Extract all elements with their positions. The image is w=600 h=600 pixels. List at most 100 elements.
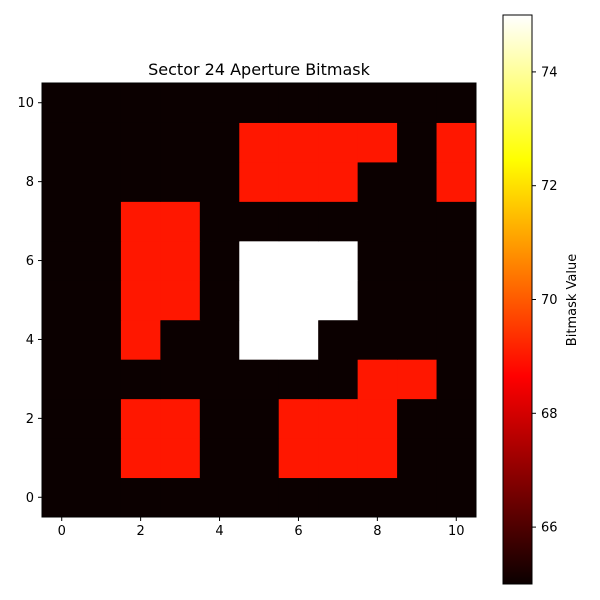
heatmap-cell (318, 240, 359, 281)
colorbar: Bitmask Value 66 68 70 72 74 (502, 14, 580, 585)
heatmap-cell (318, 398, 359, 439)
heatmap-cell (120, 83, 161, 123)
heatmap-cell (318, 438, 359, 479)
axes: 0 2 4 6 8 10 0 2 4 6 8 10 (17, 82, 477, 539)
heatmap-cell (436, 161, 477, 202)
heatmap-cell (42, 319, 82, 360)
heatmap-cell (42, 359, 82, 400)
heatmap-cell (397, 201, 438, 242)
heatmap-cell (239, 280, 280, 321)
heatmap-cell (81, 240, 122, 281)
heatmap-cell (278, 319, 319, 360)
heatmap-cell (278, 359, 319, 400)
heatmap-cell (199, 280, 240, 321)
x-tick-label: 0 (58, 524, 66, 539)
heatmap-cell (357, 201, 398, 242)
heatmap-cell (239, 161, 280, 202)
heatmap-cell (160, 319, 201, 360)
heatmap-cell (278, 280, 319, 321)
heatmap-cell (42, 201, 82, 242)
heatmap-cell (120, 359, 161, 400)
heatmap-cell (357, 359, 398, 400)
y-tick-label: 8 (26, 175, 34, 190)
heatmap-cell (397, 240, 438, 281)
heatmap-cell (81, 122, 122, 163)
heatmap-cell (397, 122, 438, 163)
heatmap-cell (357, 438, 398, 479)
y-tick-label: 0 (26, 491, 34, 506)
heatmap-cell (278, 201, 319, 242)
colorbar-tick-label: 74 (541, 65, 558, 80)
heatmap-cell (120, 477, 161, 518)
heatmap-cell (42, 240, 82, 281)
colorbar-tick-label: 70 (541, 293, 558, 308)
heatmap-cell (436, 280, 477, 321)
heatmap-cell (278, 477, 319, 518)
heatmap-cell (397, 319, 438, 360)
colorbar-tick-label: 72 (541, 179, 558, 194)
heatmap-cell (397, 161, 438, 202)
heatmap-cell (436, 240, 477, 281)
heatmap-cell (120, 161, 161, 202)
heatmap-cell (318, 319, 359, 360)
heatmap-cell (357, 161, 398, 202)
heatmap-cell (357, 319, 398, 360)
heatmap-cell (436, 477, 477, 518)
y-tick-label: 6 (26, 254, 34, 269)
chart-title: Sector 24 Aperture Bitmask (148, 60, 370, 79)
x-tick-label: 2 (136, 524, 144, 539)
heatmap-cell (318, 201, 359, 242)
heatmap-cell (436, 359, 477, 400)
heatmap-cell (81, 398, 122, 439)
heatmap-cell (239, 122, 280, 163)
heatmap-cell (436, 438, 477, 479)
heatmap-cell (120, 398, 161, 439)
heatmap-cell (397, 359, 438, 400)
heatmap-cell (42, 122, 82, 163)
x-tick-label: 8 (373, 524, 381, 539)
heatmap-cell (239, 83, 280, 123)
heatmap-cell (81, 83, 122, 123)
heatmap-cell (199, 477, 240, 518)
heatmap-cell (239, 240, 280, 281)
heatmap-cell (318, 280, 359, 321)
x-tick-label: 4 (215, 524, 223, 539)
y-tick-label: 2 (26, 412, 34, 427)
colorbar-label: Bitmask Value (565, 254, 580, 346)
heatmap-cell (160, 477, 201, 518)
heatmap-cell (357, 477, 398, 518)
colorbar-tick-label: 68 (541, 407, 558, 422)
heatmap-cell (120, 240, 161, 281)
heatmap-cell (120, 122, 161, 163)
heatmap-cell (42, 280, 82, 321)
heatmap-cell (120, 319, 161, 360)
heatmap-cell (436, 122, 477, 163)
heatmap-cell (357, 398, 398, 439)
heatmap-cell (199, 319, 240, 360)
plot-frame (41, 82, 477, 518)
heatmap-cell (318, 359, 359, 400)
heatmap-cell (278, 161, 319, 202)
heatmap-cell (239, 438, 280, 479)
heatmap-cell (278, 83, 319, 123)
heatmap-cell (239, 319, 280, 360)
heatmap-cell (357, 280, 398, 321)
heatmap-cell (160, 240, 201, 281)
heatmap-cell (160, 122, 201, 163)
heatmap-cell (199, 438, 240, 479)
heatmap-cell (278, 122, 319, 163)
heatmap-cell (436, 201, 477, 242)
heatmap-cell (436, 83, 477, 123)
heatmap-cell (199, 122, 240, 163)
heatmap-cell (199, 161, 240, 202)
heatmap-cell (120, 438, 161, 479)
x-tick-label: 10 (448, 524, 465, 539)
heatmap-cell (120, 280, 161, 321)
heatmap-cells (42, 83, 477, 518)
heatmap-cell (81, 477, 122, 518)
heatmap-cell (357, 83, 398, 123)
y-tick-label: 10 (17, 96, 34, 111)
heatmap-cell (42, 161, 82, 202)
heatmap-cell (278, 398, 319, 439)
